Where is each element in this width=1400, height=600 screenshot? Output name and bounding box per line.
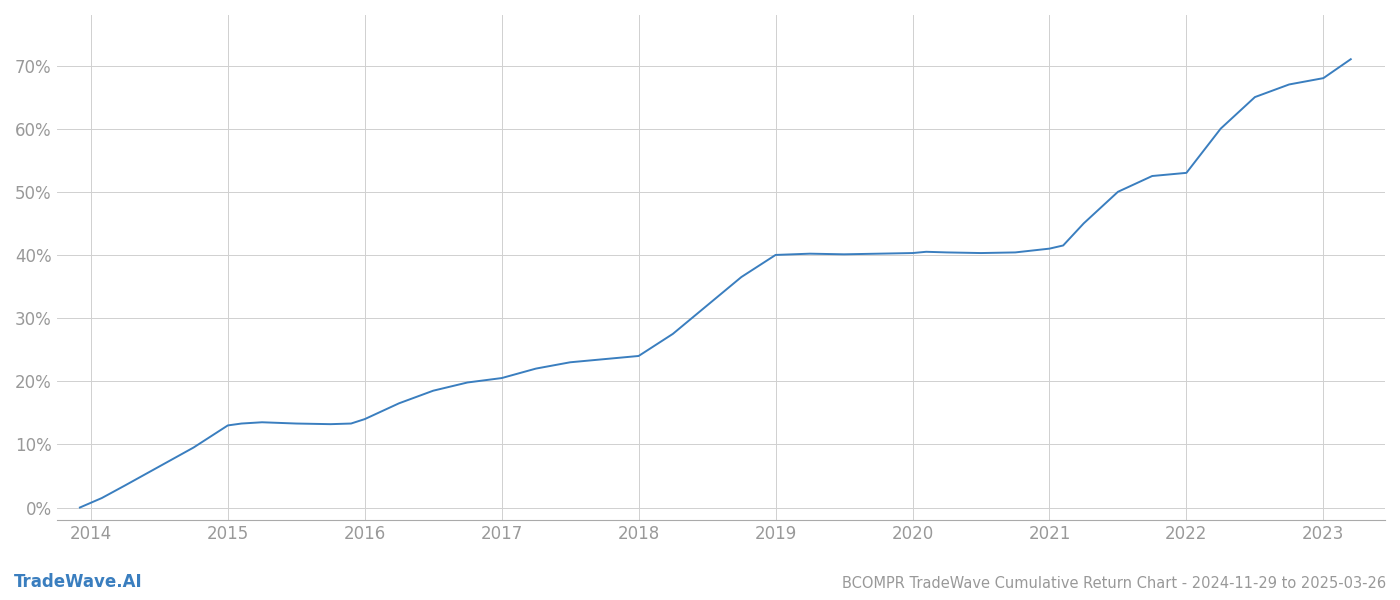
Text: TradeWave.AI: TradeWave.AI [14,573,143,591]
Text: BCOMPR TradeWave Cumulative Return Chart - 2024-11-29 to 2025-03-26: BCOMPR TradeWave Cumulative Return Chart… [841,576,1386,591]
